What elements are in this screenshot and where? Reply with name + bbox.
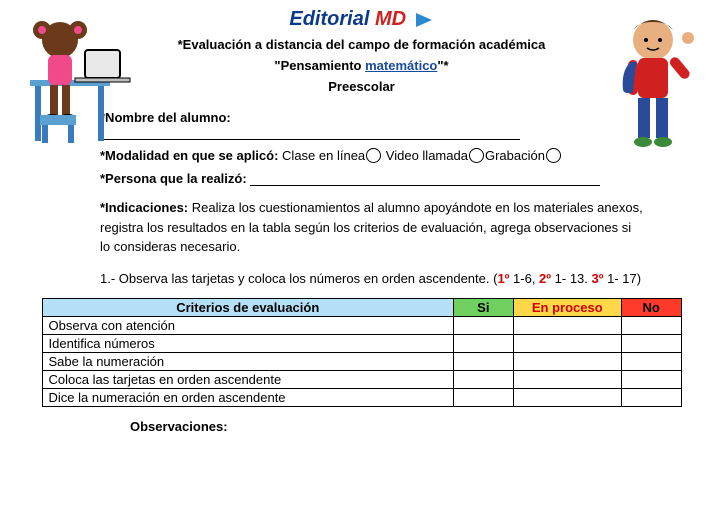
- person-label: *Persona que la realizó:: [100, 171, 247, 186]
- table-row: Observa con atención: [42, 317, 681, 335]
- table-row: Sabe la numeración: [42, 353, 681, 371]
- instructions-label: *Indicaciones:: [100, 200, 188, 215]
- in-process-cell[interactable]: [513, 317, 621, 335]
- yes-cell[interactable]: [454, 389, 514, 407]
- yes-cell[interactable]: [454, 335, 514, 353]
- student-boy-illustration: [603, 10, 703, 173]
- yes-cell[interactable]: [454, 353, 514, 371]
- criterion-cell: Observa con atención: [42, 317, 454, 335]
- modality-circle-1[interactable]: [366, 148, 381, 163]
- modality-option-3: Grabación: [485, 148, 545, 163]
- q1-g1-label: 1º: [497, 271, 509, 286]
- th-no: No: [621, 299, 681, 317]
- modality-circle-3[interactable]: [546, 148, 561, 163]
- logo-text-right: MD: [375, 8, 406, 30]
- table-row: Coloca las tarjetas en orden ascendente: [42, 371, 681, 389]
- q1-prefix: 1.- Observa las tarjetas y coloca los nú…: [100, 271, 497, 286]
- no-cell[interactable]: [621, 371, 681, 389]
- no-cell[interactable]: [621, 353, 681, 371]
- criterion-cell: Identifica números: [42, 335, 454, 353]
- subtitle-underlined: matemático: [365, 58, 437, 73]
- q1-g2-range: 1- 13.: [551, 271, 591, 286]
- evaluation-table: Criterios de evaluación Si En proceso No…: [42, 298, 682, 407]
- logo-text-left: Editorial: [289, 8, 369, 30]
- modality-option-2: Video llamada: [386, 148, 468, 163]
- th-in-process: En proceso: [513, 299, 621, 317]
- subtitle-prefix: "Pensamiento: [274, 58, 365, 73]
- th-yes: Si: [454, 299, 514, 317]
- q1-g1-range: 1-6,: [509, 271, 539, 286]
- person-input-line[interactable]: [250, 174, 600, 186]
- yes-cell[interactable]: [454, 317, 514, 335]
- observations-label: Observaciones:: [130, 419, 683, 434]
- name-line: *Nombre del alumno:: [100, 110, 643, 140]
- name-input-line[interactable]: [100, 128, 520, 140]
- in-process-cell[interactable]: [513, 335, 621, 353]
- question-1: 1.- Observa las tarjetas y coloca los nú…: [100, 269, 643, 289]
- modality-line: *Modalidad en que se aplicó: Clase en lí…: [100, 148, 643, 163]
- criterion-cell: Dice la numeración en orden ascendente: [42, 389, 454, 407]
- table-row: Dice la numeración en orden ascendente: [42, 389, 681, 407]
- table-header-row: Criterios de evaluación Si En proceso No: [42, 299, 681, 317]
- modality-option-1: Clase en línea: [282, 148, 365, 163]
- student-girl-illustration: [20, 10, 140, 153]
- in-process-cell[interactable]: [513, 389, 621, 407]
- table-row: Identifica números: [42, 335, 681, 353]
- q1-g3-label: 3º: [592, 271, 604, 286]
- q1-g3-range: 1- 17): [603, 271, 641, 286]
- criterion-cell: Coloca las tarjetas en orden ascendente: [42, 371, 454, 389]
- th-criteria: Criterios de evaluación: [42, 299, 454, 317]
- no-cell[interactable]: [621, 335, 681, 353]
- in-process-cell[interactable]: [513, 371, 621, 389]
- modality-circle-2[interactable]: [469, 148, 484, 163]
- q1-g2-label: 2º: [539, 271, 551, 286]
- criterion-cell: Sabe la numeración: [42, 353, 454, 371]
- subtitle-suffix: "*: [437, 58, 448, 73]
- yes-cell[interactable]: [454, 371, 514, 389]
- no-cell[interactable]: [621, 389, 681, 407]
- student-form: *Nombre del alumno: *Modalidad en que se…: [100, 110, 643, 186]
- no-cell[interactable]: [621, 317, 681, 335]
- instructions-block: *Indicaciones: Realiza los cuestionamien…: [100, 198, 643, 257]
- in-process-cell[interactable]: [513, 353, 621, 371]
- person-line: *Persona que la realizó:: [100, 171, 643, 186]
